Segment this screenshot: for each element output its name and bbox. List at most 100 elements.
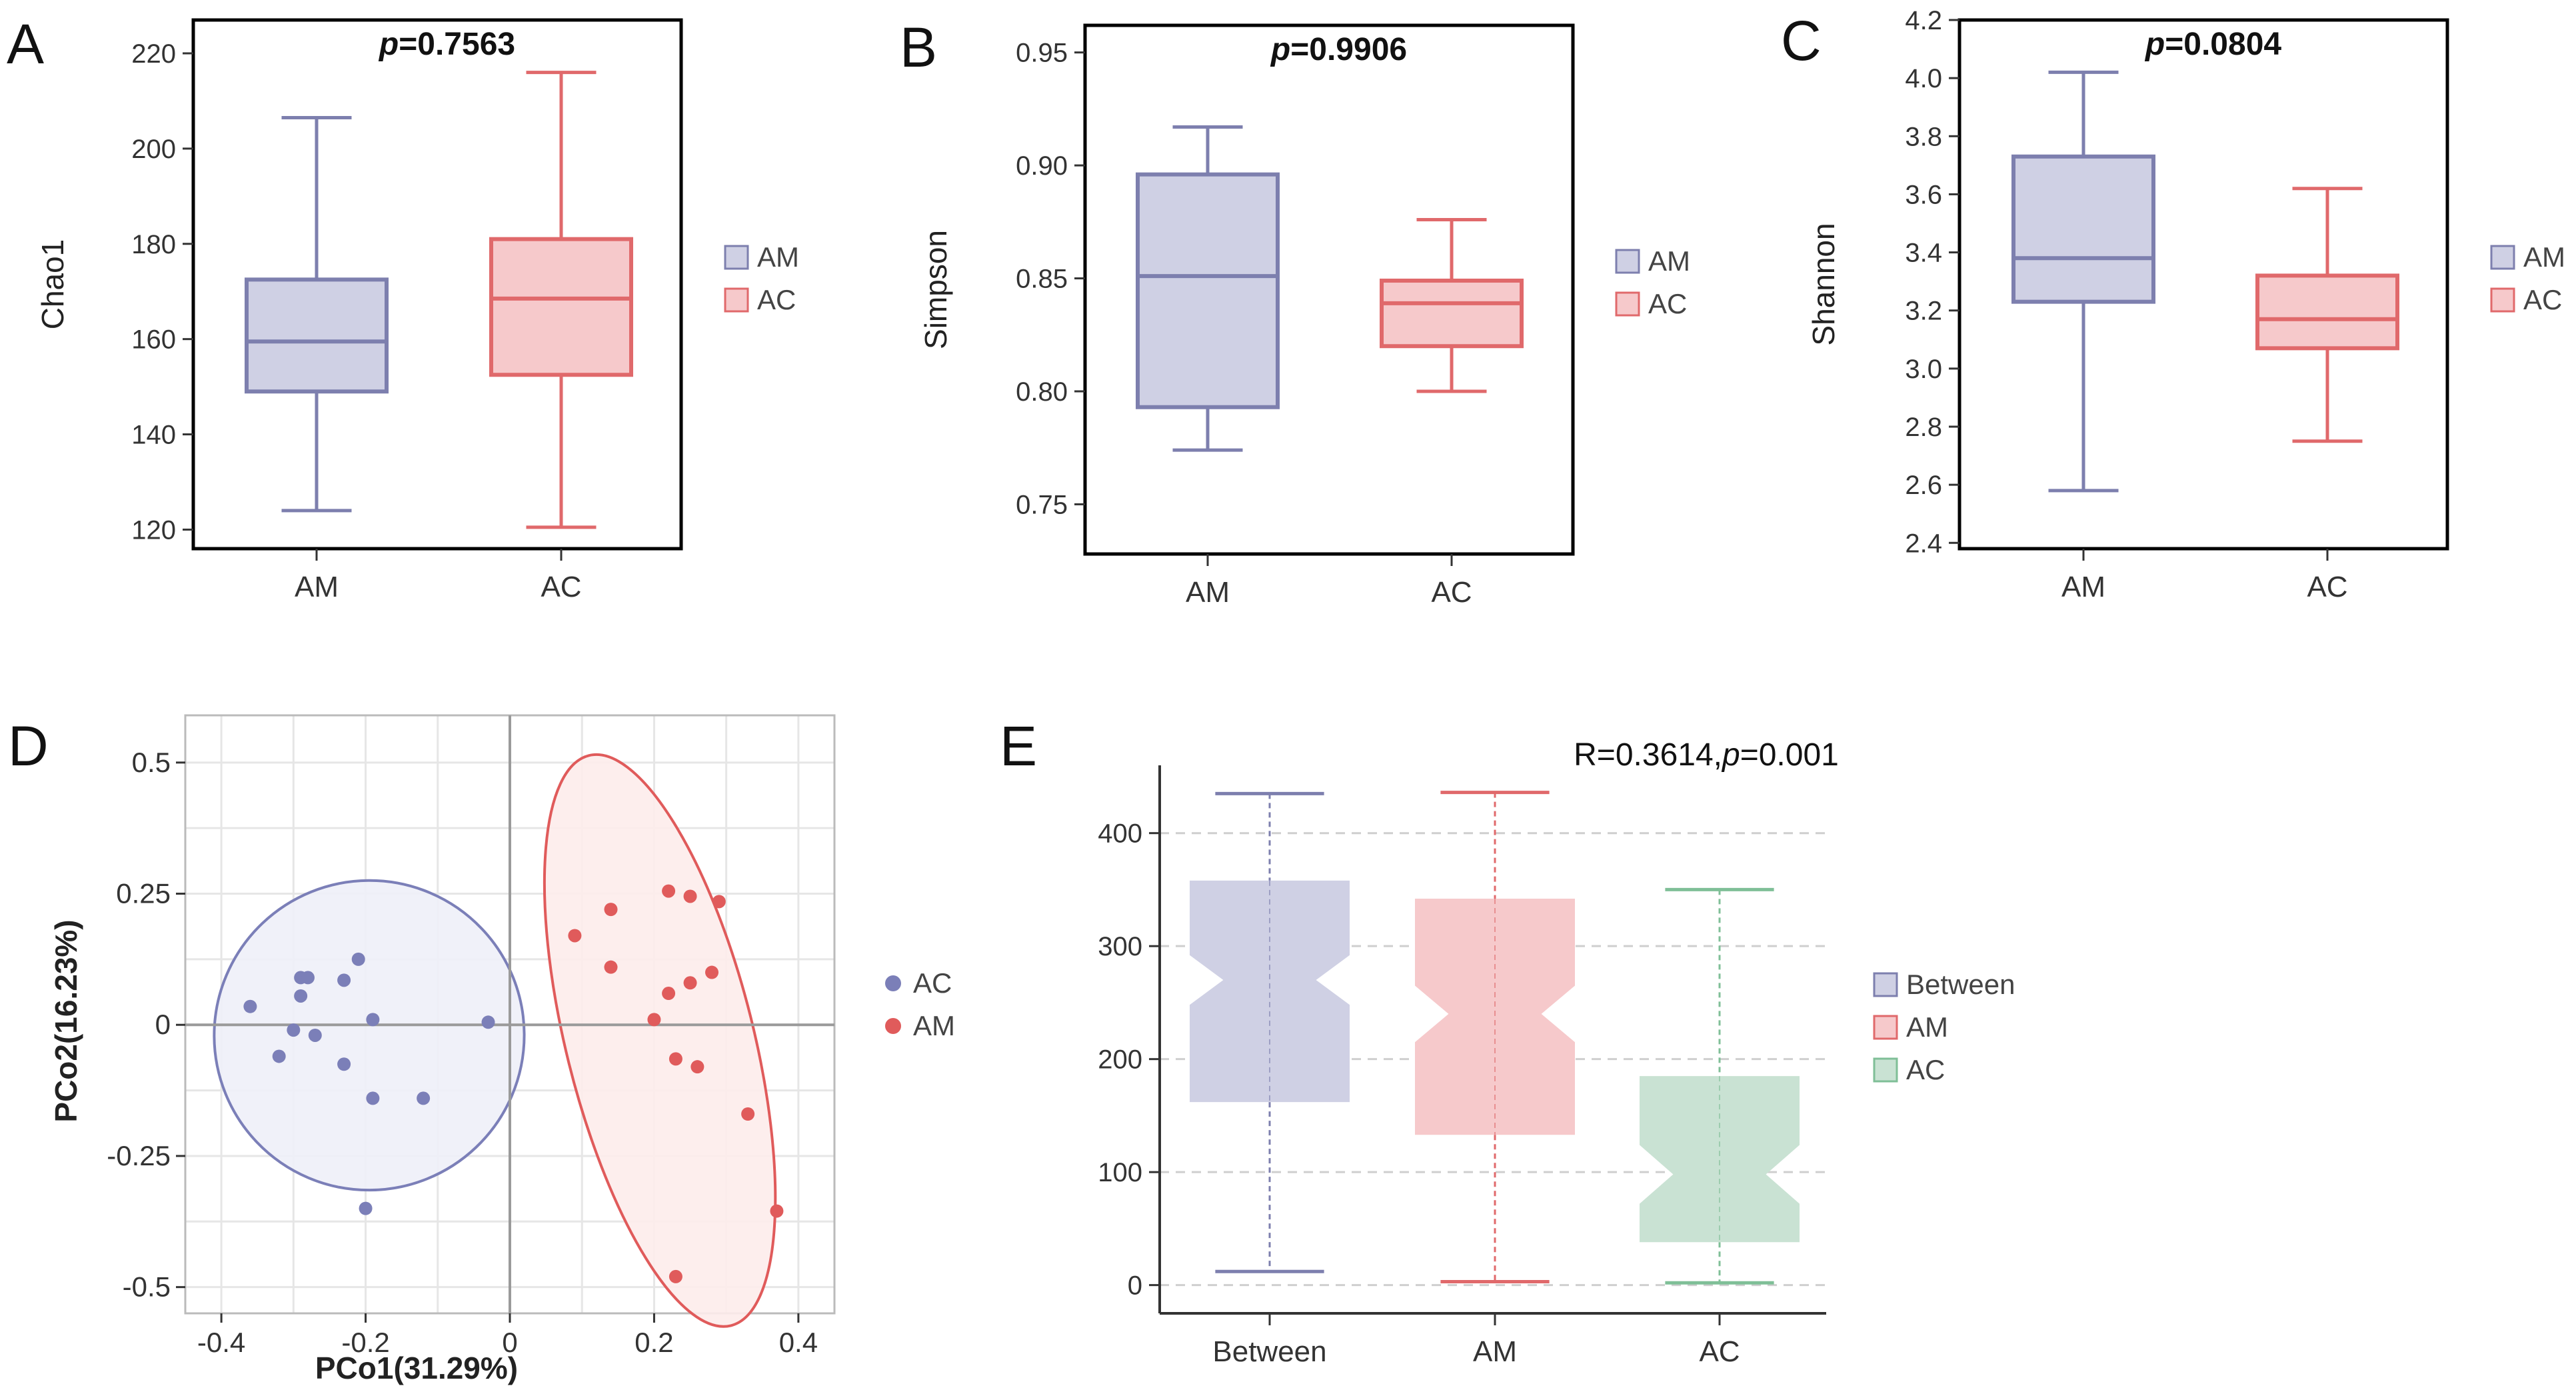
legend-label-am: AM	[1906, 1011, 1948, 1043]
panel-d-pcoa: D -0.4 -0.2 0 0.2 0.4 -0.5 -0.25 0 0.25 0.5 PCo1(31…	[8, 714, 955, 1385]
plot-frame	[1957, 18, 2449, 551]
legend-marker-ac	[885, 975, 901, 991]
point-ac	[366, 1013, 380, 1027]
point-ac	[417, 1091, 431, 1105]
y-tick-label: 180	[131, 230, 176, 259]
y-axis-title: Chao1	[35, 239, 70, 330]
x-tick-label-am: AM	[295, 571, 339, 603]
box-am	[245, 115, 389, 513]
box-am	[1415, 791, 1575, 1284]
point-am	[668, 1269, 682, 1283]
legend-label-ac: AC	[757, 284, 796, 315]
x-tick-label: 0.4	[779, 1327, 818, 1358]
y-tick-label: 3.6	[1905, 180, 1942, 209]
notched-box-body	[1190, 880, 1350, 1103]
box-body	[2255, 273, 2399, 351]
point-ac	[272, 1049, 286, 1063]
box-ac	[2255, 187, 2399, 443]
y-axis-title: Simpson	[918, 230, 953, 349]
legend-label-ac: AC	[913, 967, 952, 999]
y-tick-label: 0	[155, 1009, 171, 1040]
y-tick-label: 0.95	[1016, 39, 1068, 68]
x-tick-label: -0.2	[341, 1327, 389, 1358]
x-tick-label: -0.4	[197, 1327, 245, 1358]
x-tick-label-ac: AC	[2307, 571, 2347, 603]
y-tick-label: 200	[1098, 1045, 1142, 1075]
p-value-annotation: p=0.9906	[1270, 32, 1407, 67]
box-ac	[1380, 217, 1524, 393]
y-tick-label: 200	[131, 135, 176, 164]
y-tick-label: 160	[131, 325, 176, 355]
confidence-ellipse-ac	[213, 879, 526, 1192]
legend-label-am: AM	[913, 1010, 955, 1041]
x-axis-title: PCo1(31.29%)	[315, 1351, 518, 1385]
box-am	[2011, 70, 2155, 493]
legend-label-ac: AC	[1906, 1054, 1945, 1085]
point-ac	[351, 952, 365, 966]
point-ac	[308, 1028, 322, 1042]
y-tick-label: 0.85	[1016, 265, 1068, 294]
point-am	[683, 976, 697, 990]
box-body	[1136, 172, 1280, 409]
legend-swatch-am	[2490, 245, 2515, 270]
notched-box-body	[1415, 898, 1575, 1135]
y-tick-label: 0.75	[1016, 490, 1068, 519]
plot-frame	[191, 18, 683, 551]
p-value-annotation: R=0.3614,p=0.001	[1574, 737, 1839, 773]
y-tick-label: 2.4	[1905, 529, 1942, 558]
y-tick-label: 300	[1098, 932, 1142, 961]
point-am	[662, 987, 676, 1001]
point-ac	[301, 971, 315, 985]
panel-a-chao1: A 120 140 160 180 200 220 Chao1 AM AC p=0.7563 AM AC	[7, 13, 799, 603]
panel-letter: A	[7, 13, 44, 75]
box-ac	[489, 71, 633, 529]
point-am	[647, 1013, 661, 1027]
panel-e-anosim: E 0 100 200 300 400 Between AM AC R=0.3614,p=0.00…	[1000, 715, 2015, 1368]
point-am	[604, 960, 618, 974]
point-ac	[287, 1023, 301, 1037]
panel-letter: E	[1000, 715, 1037, 777]
y-tick-label: 2.6	[1905, 471, 1942, 500]
y-tick-label: 400	[1098, 819, 1142, 849]
p-value-annotation: p=0.7563	[378, 27, 515, 62]
box-between	[1190, 791, 1350, 1273]
panel-letter: B	[900, 16, 937, 79]
y-tick-label: 0.5	[132, 747, 171, 778]
point-ac	[294, 989, 308, 1003]
x-tick-label: 0	[502, 1327, 517, 1358]
box-am	[1136, 125, 1280, 452]
legend-swatch-ac	[1873, 1057, 1898, 1083]
y-tick-label: 0	[1128, 1271, 1142, 1301]
y-tick-label: 4.0	[1905, 64, 1942, 93]
legend-label-ac: AC	[1648, 288, 1687, 319]
y-tick-label: 140	[131, 421, 176, 450]
y-tick-label: 120	[131, 515, 176, 545]
x-tick-label-ac: AC	[1431, 576, 1472, 609]
legend-swatch-am	[1873, 1015, 1898, 1040]
point-am	[705, 965, 719, 979]
y-tick-label: 3.0	[1905, 355, 1942, 384]
p-value-annotation: p=0.0804	[2144, 27, 2281, 62]
panel-letter: C	[1781, 9, 1822, 72]
point-am	[604, 903, 618, 917]
y-tick-label: 0.90	[1016, 151, 1068, 181]
point-ac	[359, 1201, 373, 1215]
plot-frame	[1083, 23, 1575, 556]
legend-swatch-between	[1873, 972, 1898, 997]
legend-label-am: AM	[2523, 241, 2565, 273]
notched-box-body	[1640, 1076, 1800, 1243]
y-tick-label: 100	[1098, 1158, 1142, 1187]
point-ac	[337, 973, 351, 987]
legend-label-am: AM	[757, 241, 799, 273]
x-tick-label-ac: AC	[1699, 1335, 1740, 1368]
x-tick-label-between: Between	[1212, 1335, 1326, 1368]
x-tick-label: 0.2	[635, 1327, 673, 1358]
y-tick-label: 4.2	[1905, 6, 1942, 35]
point-am	[662, 884, 676, 898]
legend-label-between: Between	[1906, 969, 2015, 1000]
point-ac	[337, 1057, 351, 1071]
confidence-ellipse-am	[543, 753, 777, 1328]
panel-b-simpson: B 0.75 0.80 0.85 0.90 0.95 Simpson AM AC p=0.9906…	[900, 16, 1690, 609]
point-am	[741, 1107, 755, 1121]
